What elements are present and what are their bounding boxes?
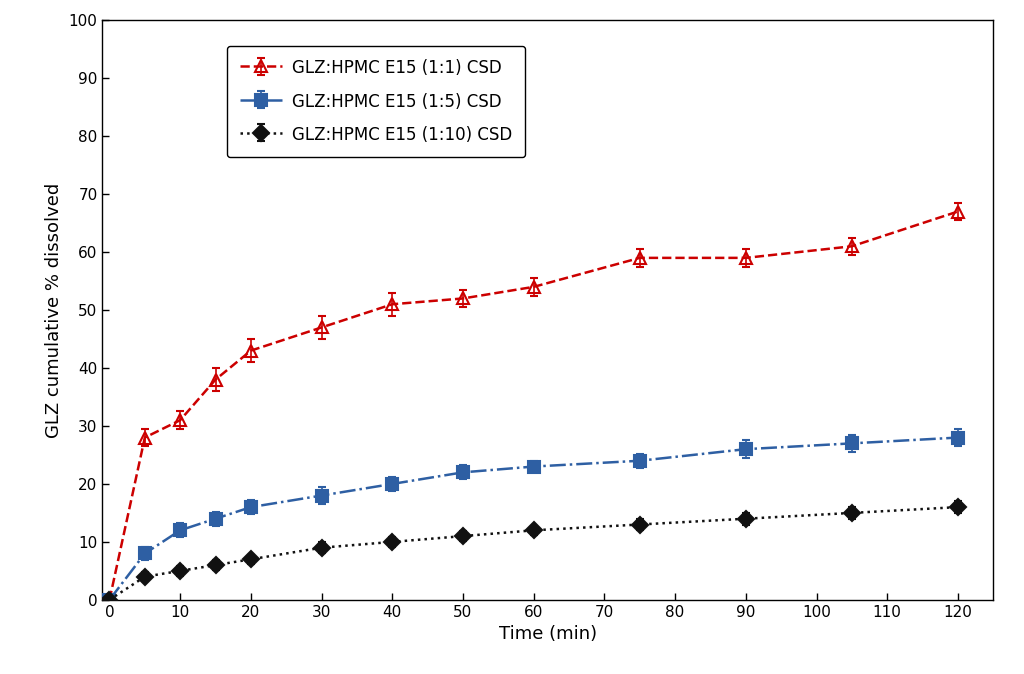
Legend: GLZ:HPMC E15 (1:1) CSD, GLZ:HPMC E15 (1:5) CSD, GLZ:HPMC E15 (1:10) CSD: GLZ:HPMC E15 (1:1) CSD, GLZ:HPMC E15 (1:… xyxy=(226,46,525,157)
Y-axis label: GLZ cumulative % dissolved: GLZ cumulative % dissolved xyxy=(45,183,63,437)
X-axis label: Time (min): Time (min) xyxy=(499,625,597,643)
